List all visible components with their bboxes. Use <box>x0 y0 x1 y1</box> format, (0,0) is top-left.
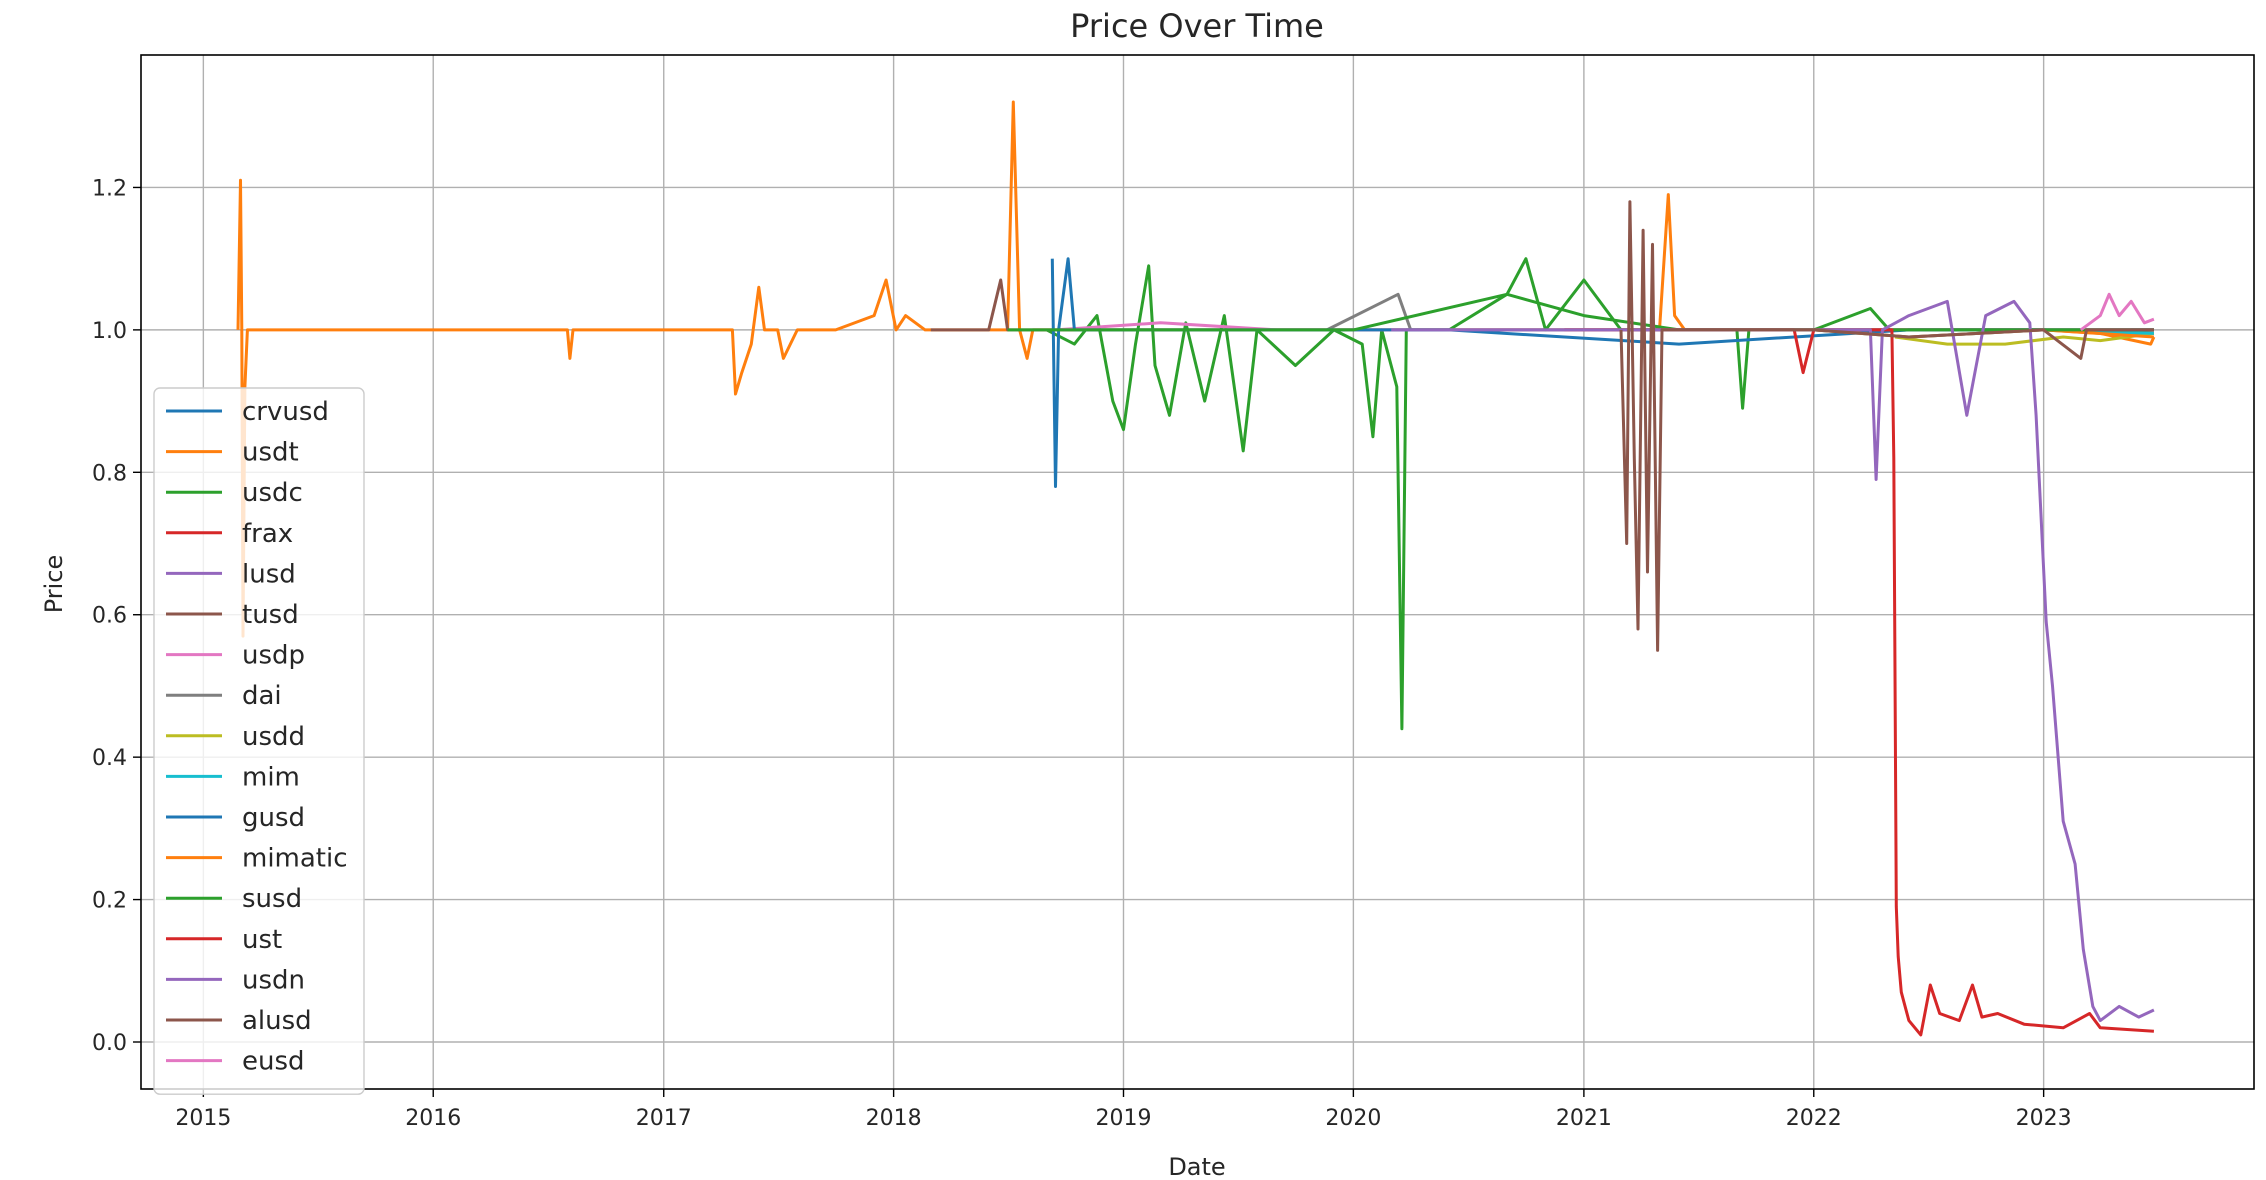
y-axis-label: Price <box>40 555 68 614</box>
x-tick-label: 2019 <box>1095 1106 1151 1131</box>
x-tick-label: 2021 <box>1556 1106 1612 1131</box>
series-line-usdt <box>236 100 2156 638</box>
x-tick-label: 2020 <box>1325 1106 1381 1131</box>
legend-label-usdt: usdt <box>242 438 299 468</box>
y-tick-label: 0.4 <box>92 746 127 771</box>
y-tick-label: 0.8 <box>92 461 127 486</box>
plot-frame <box>140 54 2255 1090</box>
series-line-alusd <box>1619 200 2154 652</box>
chart-title: Price Over Time <box>1070 7 1324 45</box>
series-line-susd <box>1007 257 2154 332</box>
plot-series <box>236 100 2156 1037</box>
legend-label-crvusd: crvusd <box>242 397 329 427</box>
legend-label-frax: frax <box>242 519 293 549</box>
legend-box <box>153 387 365 1095</box>
y-tick-label: 1.0 <box>92 319 127 344</box>
x-axis-ticks: 2015 2016 2017 2018 2019 2020 2021 2022 2023 <box>175 1089 2072 1131</box>
legend-label-mim: mim <box>242 762 300 792</box>
y-tick-label: 0.0 <box>92 1031 127 1056</box>
series-line-eusd <box>2079 292 2155 332</box>
legend-label-alusd: alusd <box>242 1006 312 1036</box>
legend-label-usdc: usdc <box>242 478 303 508</box>
legend-label-usdd: usdd <box>242 722 305 752</box>
legend-label-tusd: tusd <box>242 600 299 630</box>
legend: crvusd usdt usdc frax lusd tusd usdp dai usdd mim… <box>153 387 365 1095</box>
x-axis-label: Date <box>1168 1153 1225 1180</box>
x-tick-label: 2018 <box>866 1106 922 1131</box>
legend-label-gusd: gusd <box>242 803 305 833</box>
legend-label-usdp: usdp <box>242 641 305 671</box>
legend-label-susd: susd <box>242 884 302 914</box>
x-tick-label: 2016 <box>405 1106 461 1131</box>
series-line-usdd <box>1894 331 2155 346</box>
x-tick-label: 2022 <box>1786 1106 1842 1131</box>
x-tick-label: 2023 <box>2016 1106 2072 1131</box>
y-tick-label: 0.2 <box>92 889 127 914</box>
series-line-usdn <box>1391 299 2155 1023</box>
y-axis-ticks: 0.0 0.2 0.4 0.6 0.8 1.0 1.2 <box>92 176 141 1056</box>
y-tick-label: 1.2 <box>92 176 127 201</box>
x-tick-label: 2017 <box>636 1106 692 1131</box>
legend-label-lusd: lusd <box>242 559 296 589</box>
legend-label-usdn: usdn <box>242 965 305 995</box>
y-tick-label: 0.6 <box>92 604 127 629</box>
x-tick-label: 2015 <box>175 1106 231 1131</box>
legend-label-ust: ust <box>242 925 282 955</box>
legend-label-eusd: eusd <box>242 1047 305 1077</box>
series-line-ust <box>1564 328 2154 1037</box>
legend-label-mimatic: mimatic <box>242 844 348 874</box>
legend-label-dai: dai <box>242 681 282 711</box>
